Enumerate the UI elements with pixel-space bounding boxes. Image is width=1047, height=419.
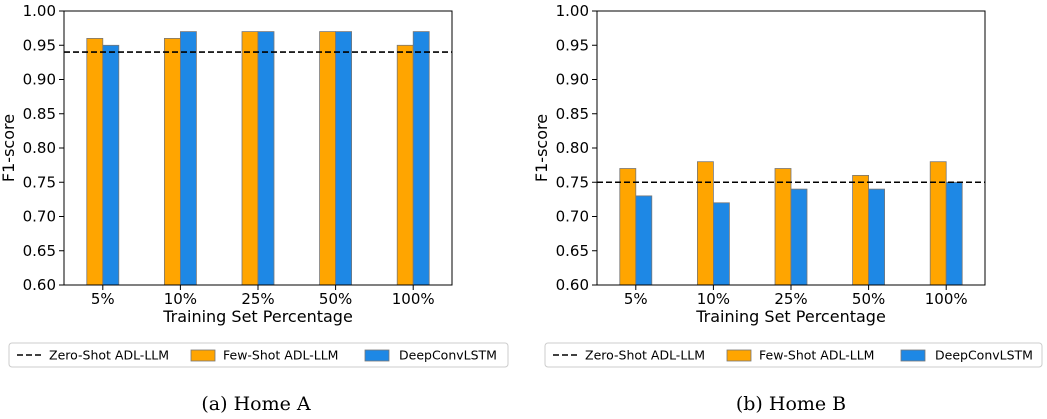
- bar-few-shot-0: [619, 168, 637, 286]
- legend: Zero-Shot ADL-LLM Few-Shot ADL-LLM DeepCon…: [8, 342, 509, 368]
- legend-label-few-shot: Few-Shot ADL-LLM: [759, 348, 874, 363]
- x-tick-label: 10%: [164, 290, 197, 308]
- x-tick-label: 50%: [852, 290, 885, 308]
- bar-deepconvlstm-2: [790, 188, 808, 286]
- bar-few-shot-4: [929, 161, 947, 286]
- y-tick-label: 0.60: [23, 276, 56, 294]
- legend-label-deepconvlstm: DeepConvLSTM: [399, 348, 497, 363]
- y-tick-label: 0.90: [556, 71, 589, 89]
- y-axis-label: F1-score: [532, 114, 551, 182]
- bar-deepconvlstm-0: [102, 44, 120, 286]
- x-tick-label: 100%: [392, 290, 435, 308]
- chart-panel-1: 0.60 0.65 0.70 0.75 0.80 0.85 0.90 0.95 1.00 5% 10…: [0, 2, 509, 415]
- bar-few-shot-1: [697, 161, 714, 286]
- bar-deepconvlstm-3: [335, 31, 353, 286]
- legend-label-zero-shot: Zero-Shot ADL-LLM: [585, 348, 705, 363]
- figure-caption: (a) Home A: [201, 393, 311, 415]
- y-tick-label: 0.75: [23, 173, 56, 191]
- chart-panel-2: 0.60 0.65 0.70 0.75 0.80 0.85 0.90 0.95 1.00 5% 10…: [532, 2, 1043, 415]
- y-tick-label: 0.65: [23, 242, 56, 260]
- legend: Zero-Shot ADL-LLM Few-Shot ADL-LLM DeepCon…: [544, 342, 1043, 368]
- figure-caption: (b) Home B: [736, 393, 846, 415]
- bar-few-shot-3: [319, 31, 337, 286]
- bar-few-shot-1: [163, 38, 181, 286]
- x-axis-label: Training Set Percentage: [695, 307, 886, 326]
- y-tick-label: 0.80: [556, 139, 589, 157]
- bar-deepconvlstm-0: [635, 195, 653, 286]
- x-tick-label: 10%: [697, 290, 730, 308]
- legend-swatch-few-shot: [190, 349, 216, 362]
- y-tick-label: 0.80: [23, 139, 56, 157]
- legend-swatch-deepconvlstm: [900, 349, 926, 362]
- y-tick-label: 0.95: [23, 36, 56, 54]
- y-axis-label: F1-score: [0, 114, 18, 182]
- bar-deepconvlstm-4: [945, 181, 963, 286]
- legend-label-few-shot: Few-Shot ADL-LLM: [223, 348, 338, 363]
- x-tick-label: 100%: [925, 290, 968, 308]
- bar-few-shot-2: [241, 31, 259, 286]
- y-tick-label: 0.70: [23, 208, 56, 226]
- x-tick-label: 25%: [774, 290, 807, 308]
- legend-swatch-deepconvlstm: [364, 349, 390, 362]
- legend-label-zero-shot: Zero-Shot ADL-LLM: [49, 348, 169, 363]
- x-tick-label: 5%: [91, 290, 115, 308]
- y-tick-label: 0.60: [556, 276, 589, 294]
- y-tick-label: 0.95: [556, 36, 589, 54]
- bar-few-shot-2: [774, 168, 792, 286]
- x-axis-label: Training Set Percentage: [162, 307, 353, 326]
- y-tick-label: 0.75: [556, 173, 589, 191]
- y-tick-label: 0.70: [556, 208, 589, 226]
- legend-swatch-few-shot: [726, 349, 752, 362]
- bar-deepconvlstm-1: [713, 202, 730, 286]
- y-tick-label: 1.00: [23, 2, 56, 20]
- x-tick-label: 25%: [241, 290, 274, 308]
- bar-deepconvlstm-1: [179, 31, 197, 286]
- bar-few-shot-0: [86, 38, 104, 286]
- bar-deepconvlstm-3: [868, 188, 885, 286]
- x-tick-label: 50%: [319, 290, 352, 308]
- bar-few-shot-4: [396, 44, 414, 286]
- y-tick-label: 0.65: [556, 242, 589, 260]
- x-tick-label: 5%: [624, 290, 648, 308]
- bar-deepconvlstm-4: [412, 31, 430, 286]
- y-tick-label: 1.00: [556, 2, 589, 20]
- bar-few-shot-3: [852, 174, 869, 286]
- y-tick-label: 0.85: [23, 105, 56, 123]
- y-tick-label: 0.90: [23, 71, 56, 89]
- bar-deepconvlstm-2: [257, 31, 275, 286]
- y-tick-label: 0.85: [556, 105, 589, 123]
- legend-label-deepconvlstm: DeepConvLSTM: [935, 348, 1033, 363]
